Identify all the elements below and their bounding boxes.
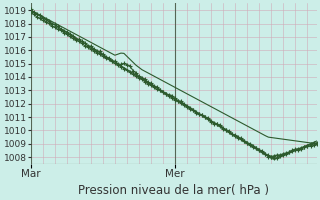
X-axis label: Pression niveau de la mer( hPa ): Pression niveau de la mer( hPa ): [78, 184, 269, 197]
